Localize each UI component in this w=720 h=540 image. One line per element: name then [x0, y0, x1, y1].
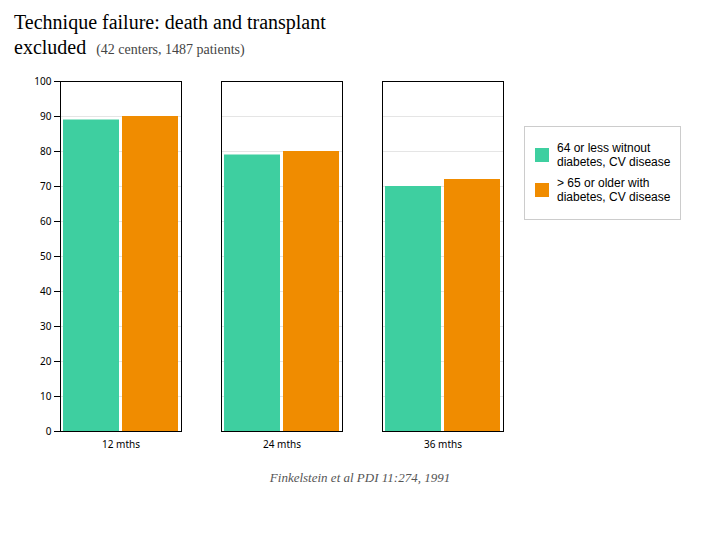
- html-text:Technique failure: death and t: Technique failure: death and transplant: [14, 11, 326, 33]
- html-text:64 or less witnout diabetes, C: 64 or less witnout diabetes, CV disease: [557, 141, 671, 170]
- svg-text:70: 70: [40, 179, 52, 193]
- svg-text:100: 100: [34, 74, 51, 88]
- svg-text:24 mths: 24 mths: [263, 437, 301, 451]
- svg-text:40: 40: [40, 284, 52, 298]
- svg-text:20: 20: [40, 354, 52, 368]
- html-text:(42 centers, 1487 patients): (42 centers, 1487 patients): [96, 42, 245, 57]
- html-text:> 65 or older with diabetes, C: > 65 or older with diabetes, CV disease: [557, 175, 671, 205]
- svg-text:0: 0: [46, 424, 52, 438]
- svg-text:10: 10: [40, 389, 52, 403]
- svg-text:30: 30: [40, 319, 52, 333]
- html-text:excluded: excluded: [14, 36, 87, 58]
- html-text:Finkelstein et al PDI 11:274,: Finkelstein et al PDI 11:274, 1991: [269, 470, 451, 485]
- svg-text:50: 50: [40, 249, 52, 263]
- svg-text:90: 90: [40, 109, 52, 123]
- svg-text:60: 60: [40, 214, 52, 228]
- svg-text:80: 80: [40, 144, 52, 158]
- svg-text:36 mths: 36 mths: [424, 437, 462, 451]
- svg-text:12 mths: 12 mths: [102, 437, 140, 451]
